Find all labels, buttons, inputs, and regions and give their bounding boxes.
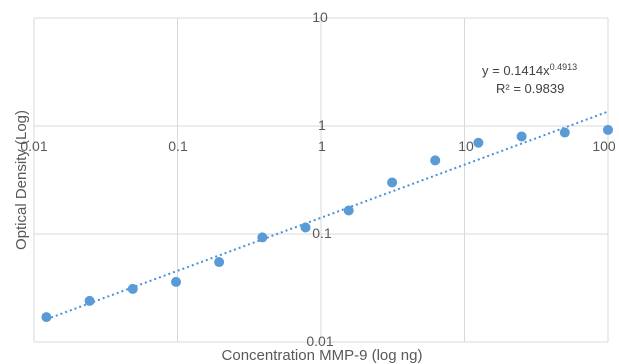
data-point	[300, 222, 311, 233]
data-point	[257, 232, 268, 243]
data-points	[41, 124, 613, 323]
data-point	[214, 257, 225, 268]
data-point	[41, 312, 52, 323]
x-tick-label: 0.01	[20, 138, 47, 154]
data-point	[127, 283, 138, 294]
x-tick-label: 10	[458, 138, 474, 154]
data-point	[473, 137, 484, 148]
y-axis-title: Optical Density (Log)	[13, 110, 30, 250]
data-point	[603, 124, 613, 135]
y-tick-label: 0.1	[312, 225, 332, 241]
x-tick-label: 0.1	[168, 138, 188, 154]
data-point	[171, 276, 182, 287]
x-tick-label: 1	[318, 138, 326, 154]
data-point	[516, 131, 527, 142]
data-point	[84, 295, 95, 306]
grid-lines	[33, 17, 609, 343]
trendline-equation-exponent: 0.4913	[550, 62, 578, 72]
trendline-r-squared: R² = 0.9839	[496, 81, 564, 96]
data-point	[430, 155, 441, 166]
data-point	[559, 127, 570, 138]
y-tick-label: 10	[312, 9, 328, 25]
y-tick-label: 0.01	[306, 333, 333, 349]
y-tick-label: 1	[318, 117, 326, 133]
data-point	[343, 205, 354, 216]
trendline-equation-base: y = 0.1414x	[482, 63, 550, 78]
x-tick-labels: 0.01 0.1 1 10 100	[20, 138, 616, 154]
trendline-equation: y = 0.1414x0.4913	[482, 62, 577, 78]
x-tick-label: 100	[592, 138, 616, 154]
x-axis-title: Concentration MMP-9 (log ng)	[222, 347, 423, 364]
data-point	[387, 177, 398, 188]
y-tick-labels: 10 1 0.1 0.01	[306, 9, 333, 349]
